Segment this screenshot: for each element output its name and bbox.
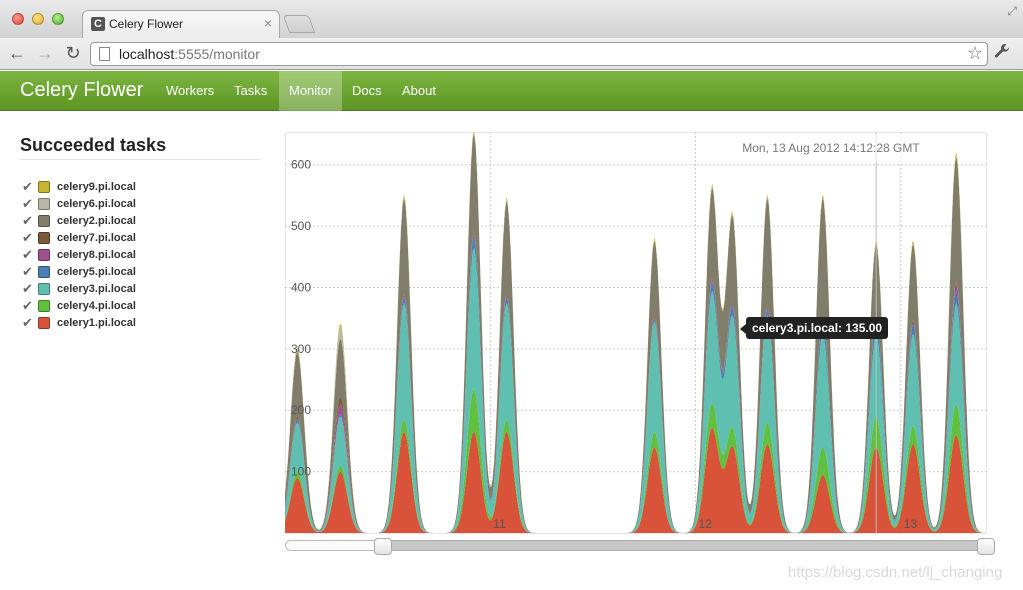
y-tick-label: 400 <box>291 280 311 294</box>
checkmark-icon[interactable]: ✔ <box>22 195 33 211</box>
wrench-menu-icon[interactable] <box>994 43 1010 64</box>
hover-date-label: Mon, 13 Aug 2012 14:12:28 GMT <box>734 134 928 162</box>
url-host: localhost <box>119 46 175 62</box>
nav-monitor[interactable]: Monitor <box>279 71 343 111</box>
checkmark-icon[interactable]: ✔ <box>22 297 33 313</box>
close-window-button[interactable] <box>12 13 24 25</box>
page-icon <box>99 47 110 61</box>
legend-label: celery8.pi.local <box>57 248 136 261</box>
browser-titlebar: C Celery Flower × ⤢ <box>0 0 1023 38</box>
legend-swatch <box>38 265 50 278</box>
zoom-window-button[interactable] <box>52 13 64 25</box>
browser-tab[interactable]: C Celery Flower × <box>82 10 280 38</box>
fullscreen-icon[interactable]: ⤢ <box>1007 4 1017 18</box>
legend-label: celery5.pi.local <box>57 265 136 278</box>
legend-swatch <box>38 316 50 329</box>
tab-close-icon[interactable]: × <box>263 15 272 31</box>
legend-swatch <box>38 180 50 193</box>
x-tick-label: 13 <box>904 517 918 531</box>
time-range-slider[interactable] <box>285 538 995 555</box>
y-tick-label: 500 <box>291 219 311 233</box>
nav-tasks[interactable]: Tasks <box>234 83 268 98</box>
legend-item[interactable]: ✔ celery3.pi.local <box>22 280 136 297</box>
legend-item[interactable]: ✔ celery4.pi.local <box>22 297 136 314</box>
nav-workers[interactable]: Workers <box>166 83 215 98</box>
app-navbar: Celery Flower Workers Tasks Monitor Docs… <box>0 71 1023 111</box>
checkmark-icon[interactable]: ✔ <box>22 314 33 330</box>
x-tick-label: 12 <box>699 517 713 531</box>
forward-icon[interactable]: → <box>36 43 54 63</box>
legend-label: celery7.pi.local <box>57 231 136 244</box>
legend-label: celery4.pi.local <box>57 299 136 312</box>
nav-docs[interactable]: Docs <box>352 83 382 98</box>
legend-label: celery3.pi.local <box>57 282 136 295</box>
checkmark-icon[interactable]: ✔ <box>22 246 33 262</box>
checkmark-icon[interactable]: ✔ <box>22 280 33 296</box>
reload-icon[interactable]: ↻ <box>65 43 81 63</box>
legend-swatch <box>38 231 50 244</box>
point-tooltip: celery3.pi.local: 135.00 <box>739 317 889 339</box>
back-icon[interactable]: ← <box>8 43 26 63</box>
browser-toolbar: ← → ↻ localhost:5555/monitor ☆ <box>0 38 1023 70</box>
checkmark-icon[interactable]: ✔ <box>22 263 33 279</box>
new-tab-button[interactable] <box>282 15 316 33</box>
address-bar[interactable]: localhost:5555/monitor ☆ <box>90 42 988 66</box>
legend-label: celery1.pi.local <box>57 316 136 329</box>
legend-label: celery6.pi.local <box>57 197 136 210</box>
slider-end-handle[interactable] <box>977 538 995 555</box>
sidebar-divider <box>20 159 260 160</box>
x-tick-label: 11 <box>493 517 506 531</box>
legend-item[interactable]: ✔ celery7.pi.local <box>22 229 136 246</box>
checkmark-icon[interactable]: ✔ <box>22 229 33 245</box>
checkmark-icon[interactable]: ✔ <box>22 212 33 228</box>
legend-label: celery2.pi.local <box>57 214 136 227</box>
brand-logo[interactable]: Celery Flower <box>20 79 144 101</box>
series-area <box>285 427 987 533</box>
slider-selected-range[interactable] <box>382 540 986 551</box>
slider-start-handle[interactable] <box>374 538 392 555</box>
legend-swatch <box>38 197 50 210</box>
legend-item[interactable]: ✔ celery6.pi.local <box>22 195 136 212</box>
y-tick-label: 200 <box>291 403 311 417</box>
sidebar-title: Succeeded tasks <box>20 135 167 155</box>
y-tick-label: 600 <box>291 158 311 172</box>
legend-swatch <box>38 214 50 227</box>
legend-item[interactable]: ✔ celery8.pi.local <box>22 246 136 263</box>
url-text: localhost:5555/monitor <box>119 46 260 62</box>
watermark: https://blog.csdn.net/lj_changing <box>788 564 1003 581</box>
legend-item[interactable]: ✔ celery5.pi.local <box>22 263 136 280</box>
legend-item[interactable]: ✔ celery2.pi.local <box>22 212 136 229</box>
legend-swatch <box>38 248 50 261</box>
nav-about[interactable]: About <box>402 83 436 98</box>
url-path: :5555/monitor <box>174 46 260 62</box>
y-tick-label: 300 <box>291 342 311 356</box>
celery-favicon-icon: C <box>91 17 105 31</box>
legend-swatch <box>38 282 50 295</box>
series-legend: ✔ celery9.pi.local ✔ celery6.pi.local ✔ celer… <box>22 178 136 331</box>
legend-item[interactable]: ✔ celery9.pi.local <box>22 178 136 195</box>
y-tick-label: 100 <box>291 465 311 479</box>
legend-swatch <box>38 299 50 312</box>
succeeded-tasks-chart[interactable]: 100 200 300 400 500 600 11 12 13 Mon, 13 Aug 201… <box>285 132 987 534</box>
chart-frame <box>285 132 987 534</box>
checkmark-icon[interactable]: ✔ <box>22 178 33 194</box>
legend-label: celery9.pi.local <box>57 180 136 193</box>
tab-title: Celery Flower <box>109 17 184 31</box>
minimize-window-button[interactable] <box>32 13 44 25</box>
bookmark-star-icon[interactable]: ☆ <box>966 43 983 63</box>
legend-item[interactable]: ✔ celery1.pi.local <box>22 314 136 331</box>
